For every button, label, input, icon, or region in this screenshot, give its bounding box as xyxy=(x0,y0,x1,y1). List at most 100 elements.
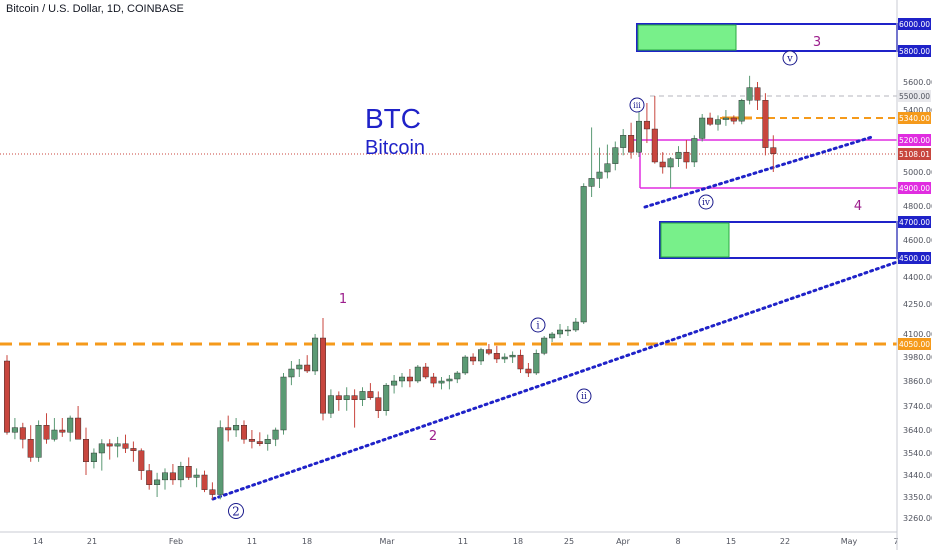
price-tag xyxy=(898,45,931,57)
price-tag xyxy=(898,90,931,102)
candle-down xyxy=(304,355,311,373)
candle-body xyxy=(296,364,303,370)
candle-body xyxy=(533,353,540,374)
price-tag-label: 5108.01 xyxy=(899,150,930,159)
wave-4-label: 4 xyxy=(854,199,862,214)
candle-up xyxy=(177,461,184,488)
price-tag xyxy=(898,112,931,124)
price-tag-label: 4050.00 xyxy=(899,340,930,349)
long-trendline xyxy=(211,260,899,501)
sub-wave-iv-label-circle xyxy=(698,194,714,210)
short-trendline xyxy=(643,135,874,209)
candle-body xyxy=(225,427,232,431)
candle-body xyxy=(161,472,168,481)
candle-down xyxy=(335,391,342,411)
candle-up xyxy=(620,129,627,156)
candle-body xyxy=(67,417,74,433)
candle-body xyxy=(406,376,413,382)
x-tick-label: 21 xyxy=(87,537,97,546)
candle-body xyxy=(146,470,153,485)
x-tick-label: 8 xyxy=(675,537,680,546)
candle-down xyxy=(367,383,374,400)
candle-body xyxy=(154,479,161,485)
candle-body xyxy=(596,171,603,179)
candle-body xyxy=(564,329,571,332)
x-tick-label: 11 xyxy=(458,537,468,546)
candle-down xyxy=(659,152,666,174)
candle-up xyxy=(193,468,200,488)
candle-up xyxy=(264,434,271,451)
y-tick-label: 5000.00 xyxy=(903,168,932,177)
candle-up xyxy=(296,359,303,377)
candle-body xyxy=(493,353,500,360)
candle-body xyxy=(746,87,753,101)
candle-up xyxy=(343,387,350,411)
candle-body xyxy=(304,364,311,372)
price-tag-label: 5800.00 xyxy=(899,47,930,56)
candle-body xyxy=(541,337,548,354)
chart-title: Bitcoin / U.S. Dollar, 1D, COINBASE xyxy=(6,3,184,15)
candle-up xyxy=(541,336,548,356)
candle-up xyxy=(11,418,18,440)
price-tag xyxy=(898,18,931,30)
candle-up xyxy=(454,371,461,384)
candle-down xyxy=(43,413,50,444)
price-tag xyxy=(898,252,931,264)
candle-body xyxy=(75,417,82,440)
candle-body xyxy=(557,329,564,335)
candle-down xyxy=(225,415,232,442)
candle-body xyxy=(422,366,429,378)
name-text: Bitcoin xyxy=(365,137,425,159)
candle-up xyxy=(564,326,571,336)
candle-up xyxy=(509,351,516,363)
candle-up xyxy=(391,375,398,394)
candle-up xyxy=(288,361,295,386)
candle-up xyxy=(588,127,595,197)
candle-body xyxy=(446,378,453,382)
candle-body xyxy=(580,186,587,323)
candle-down xyxy=(122,434,129,453)
candle-body xyxy=(114,443,121,447)
candle-body xyxy=(462,356,469,374)
x-tick-label: 18 xyxy=(513,537,523,546)
candle-up xyxy=(746,75,753,105)
candle-up xyxy=(604,144,611,179)
candle-body xyxy=(193,474,200,478)
candle-body xyxy=(98,443,105,454)
candle-up xyxy=(414,365,421,384)
candle-body xyxy=(90,452,97,463)
price-tag xyxy=(898,134,931,146)
candle-body xyxy=(367,391,374,398)
candle-body xyxy=(675,151,682,159)
candle-body xyxy=(620,135,627,148)
sub-wave-iii-label-circle xyxy=(629,97,645,113)
price-tag-label: 4700.00 xyxy=(899,218,930,227)
y-tick-label: 4100.00 xyxy=(903,330,932,339)
candle-body xyxy=(130,448,137,451)
y-axis: 6000.00 5800.00 5600.00 5500.00 5400.005340.… xyxy=(896,0,932,550)
candle-up xyxy=(691,135,698,167)
candle-down xyxy=(146,464,153,490)
candle-down xyxy=(240,420,247,444)
sub-wave-iv-label: iv xyxy=(702,198,711,208)
x-tick-label: 11 xyxy=(247,537,257,546)
candle-down xyxy=(651,96,658,164)
candle-body xyxy=(248,439,255,442)
candle-body xyxy=(715,119,722,125)
candle-body xyxy=(628,135,635,153)
candle-down xyxy=(130,441,137,462)
candle-body xyxy=(572,321,579,331)
wave-2-circled-label-circle xyxy=(228,503,244,519)
y-tick-label: 5400.00 xyxy=(903,106,932,115)
price-tag xyxy=(898,338,931,350)
candle-up xyxy=(501,353,508,363)
candle-body xyxy=(312,337,319,372)
candle-up xyxy=(612,141,619,171)
candle-body xyxy=(217,427,224,495)
candles xyxy=(3,75,777,500)
candle-body xyxy=(754,87,761,101)
candle-body xyxy=(177,466,184,481)
candle-down xyxy=(683,140,690,169)
